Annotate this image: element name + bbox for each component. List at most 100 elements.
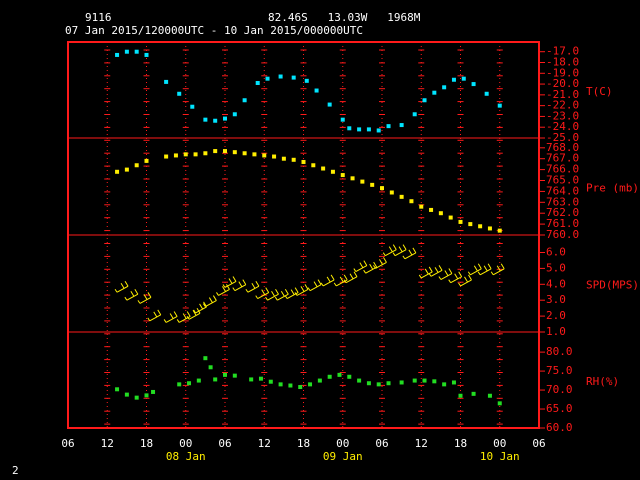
wind-barb <box>265 288 279 301</box>
data-point <box>203 151 208 156</box>
y-tick-label: 763.0 <box>546 195 579 208</box>
data-point <box>308 382 313 387</box>
data-point <box>223 116 227 121</box>
wind-barb <box>320 274 335 287</box>
data-point <box>458 393 463 398</box>
date-label: 09 Jan <box>323 450 363 463</box>
x-tick-label: 12 <box>101 437 114 450</box>
wind-barb <box>114 280 129 293</box>
barb-stroke <box>294 287 299 293</box>
barb-stroke <box>343 274 348 281</box>
barb-stroke <box>363 260 368 266</box>
station-id: 9116 <box>85 11 112 24</box>
barb-stroke <box>359 262 364 268</box>
barb-stroke <box>294 292 298 296</box>
barb-stroke <box>313 281 318 287</box>
data-point <box>448 215 453 220</box>
barb-stroke <box>385 249 397 257</box>
barb-stroke <box>438 265 443 271</box>
barb-stroke <box>392 252 396 256</box>
barb-stroke <box>490 271 494 276</box>
barb-stroke <box>477 271 481 276</box>
wind-barb <box>392 244 407 257</box>
barb-stroke <box>307 287 311 291</box>
barb-stroke <box>255 295 259 299</box>
barb-stroke <box>232 287 236 291</box>
barb-stroke <box>373 261 378 268</box>
data-point <box>278 74 283 79</box>
data-point <box>442 382 447 387</box>
barb-stroke <box>224 281 237 288</box>
barb-stroke <box>438 276 442 280</box>
barb-stroke <box>363 269 367 274</box>
data-point <box>144 393 149 398</box>
wind-barb <box>255 287 270 300</box>
data-point <box>291 75 296 80</box>
data-point <box>376 128 381 133</box>
data-point <box>432 379 437 384</box>
barb-stroke <box>280 290 285 297</box>
barb-stroke <box>153 311 158 318</box>
x-tick-label: 00 <box>493 437 506 450</box>
data-point <box>357 127 362 132</box>
barb-stroke <box>222 284 226 288</box>
wind-barb <box>294 284 309 296</box>
barb-stroke <box>339 276 344 283</box>
barb-stroke <box>412 247 417 254</box>
barb-stroke <box>265 296 268 301</box>
barb-stroke <box>234 284 247 292</box>
data-point <box>386 124 391 129</box>
barb-stroke <box>369 263 374 270</box>
data-point <box>134 395 139 400</box>
barb-stroke <box>255 280 260 287</box>
barb-stroke <box>182 313 187 319</box>
barb-stroke <box>147 292 152 298</box>
barb-stroke <box>176 319 180 323</box>
data-point <box>124 167 129 172</box>
barb-stroke <box>468 274 472 281</box>
barb-stroke <box>120 282 125 289</box>
barb-stroke <box>163 319 167 323</box>
wind-barb <box>216 284 230 296</box>
data-point <box>347 126 352 131</box>
barb-stroke <box>428 266 433 273</box>
barb-stroke <box>296 288 309 296</box>
barb-stroke <box>147 317 151 322</box>
data-point <box>232 112 237 117</box>
barb-stroke <box>195 306 207 314</box>
x-tick-label: 06 <box>532 437 545 450</box>
data-point <box>223 149 227 154</box>
data-point <box>164 154 169 159</box>
data-point <box>497 103 502 108</box>
barb-stroke <box>317 279 322 285</box>
barb-stroke <box>430 269 443 277</box>
y-tick-label: -25.0 <box>546 131 579 144</box>
data-point <box>366 381 371 386</box>
barb-stroke <box>428 273 432 277</box>
y-tick-label: 760.0 <box>546 228 579 241</box>
data-point <box>451 380 456 385</box>
barb-stroke <box>464 276 468 283</box>
barb-stroke <box>448 268 453 274</box>
wind-barb <box>458 274 472 287</box>
y-tick-label: 765.0 <box>546 174 579 187</box>
barb-stroke <box>326 276 331 283</box>
barb-stroke <box>275 288 279 295</box>
data-point <box>115 52 120 57</box>
data-point <box>419 204 424 209</box>
barb-stroke <box>137 300 141 304</box>
page-number: 2 <box>12 464 19 477</box>
barb-stroke <box>139 296 152 304</box>
barb-stroke <box>228 278 233 284</box>
barb-stroke <box>408 249 413 256</box>
date-label: 08 Jan <box>166 450 206 463</box>
y-tick-label: 766.0 <box>546 163 579 176</box>
wind-barb <box>333 274 348 287</box>
barb-stroke <box>379 259 383 265</box>
data-point <box>249 377 254 382</box>
barb-stroke <box>245 288 249 293</box>
y-tick-label: 60.0 <box>546 421 573 434</box>
data-point <box>340 117 345 122</box>
barb-stroke <box>320 282 324 287</box>
barb-stroke <box>402 244 407 250</box>
